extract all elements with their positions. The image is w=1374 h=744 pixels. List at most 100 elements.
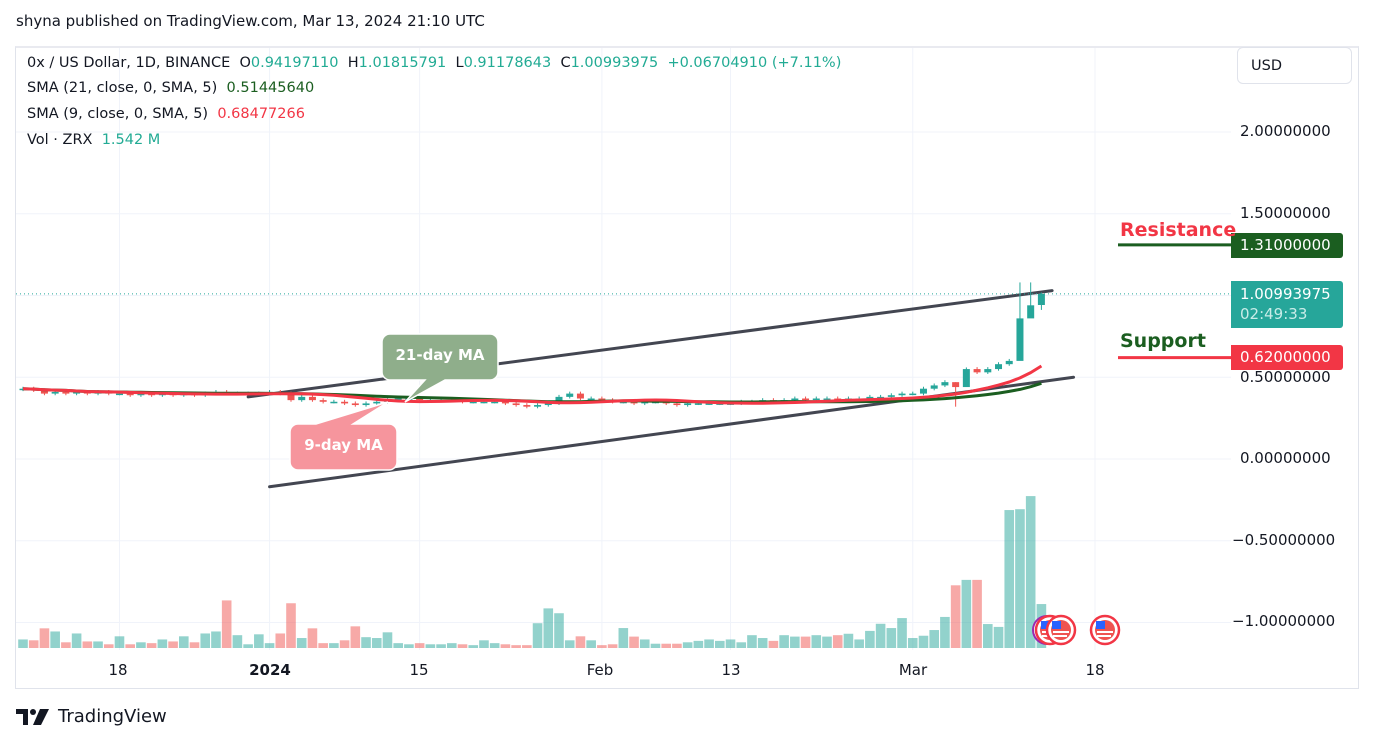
volume-bar xyxy=(103,644,114,648)
event-flags xyxy=(1032,614,1121,646)
candle-body xyxy=(962,369,970,388)
candle-body xyxy=(373,401,381,404)
x-tick-label: 13 xyxy=(721,661,741,679)
volume-bar xyxy=(404,644,414,648)
y-tick-label: 0.50000000 xyxy=(1240,368,1331,386)
volume-bar xyxy=(629,636,639,648)
volume-bar xyxy=(950,585,961,648)
candle-body xyxy=(416,398,424,401)
tradingview-footer[interactable]: TradingView xyxy=(16,706,167,727)
legend-volume[interactable]: Vol · ZRX 1.542 M xyxy=(27,132,160,148)
candle-body xyxy=(341,401,349,404)
candle-body xyxy=(973,369,981,373)
candle-body xyxy=(1027,305,1035,319)
tradingview-logo-icon xyxy=(16,708,49,725)
candle-body xyxy=(919,388,927,394)
candle-body xyxy=(566,393,574,397)
volume-bar xyxy=(146,643,157,648)
x-tick-label: 2024 xyxy=(249,661,291,679)
candle-body xyxy=(812,398,820,401)
legend-high: 1.01815791 xyxy=(358,55,447,71)
candle-body xyxy=(115,393,123,396)
volume-bar xyxy=(264,643,275,648)
candle-body xyxy=(1005,360,1013,365)
volume-bar xyxy=(940,616,950,648)
legend-change: +0.06704910 (+7.11%) xyxy=(667,55,842,71)
volume-bar xyxy=(779,635,789,648)
candle-body xyxy=(394,398,402,401)
volume-bar xyxy=(618,628,629,648)
candle-body xyxy=(909,393,917,396)
candle-body xyxy=(952,382,960,388)
x-tick-label: Mar xyxy=(898,661,928,679)
candle-body xyxy=(40,390,48,394)
y-tick-label: 1.50000000 xyxy=(1240,204,1331,222)
volume-bar xyxy=(1015,509,1025,648)
candle-body xyxy=(941,382,949,386)
volume-bar xyxy=(350,626,361,648)
candle-body xyxy=(73,391,81,394)
volume-bar xyxy=(929,630,939,648)
legend-sma21[interactable]: SMA (21, close, 0, SMA, 5) 0.51445640 xyxy=(27,80,314,96)
candle-body xyxy=(469,401,477,404)
volume-bar xyxy=(790,636,800,648)
volume-bar xyxy=(243,644,253,648)
footer-brand: TradingView xyxy=(58,706,167,727)
candle-body xyxy=(51,391,59,394)
candle-body xyxy=(898,393,906,396)
volume-bar xyxy=(961,579,972,648)
volume-bar xyxy=(425,644,436,648)
candle-body xyxy=(319,400,327,402)
support-price-label: 0.62000000 xyxy=(1231,345,1343,370)
volume-bar xyxy=(114,636,125,648)
sma21-value: 0.51445640 xyxy=(226,80,315,96)
candle-body xyxy=(126,393,134,396)
volume-bar xyxy=(189,642,200,648)
volume-bar xyxy=(886,628,897,648)
candle-body xyxy=(512,403,520,406)
legend-open: 0.94197110 xyxy=(250,55,339,71)
volume-bar xyxy=(875,623,886,648)
sma21-label: SMA (21, close, 0, SMA, 5) xyxy=(27,80,218,96)
volume-bar xyxy=(136,642,146,648)
candle-body xyxy=(641,401,649,404)
volume-bar xyxy=(725,639,736,648)
volume-bar xyxy=(382,632,393,648)
volume-bar xyxy=(522,645,532,648)
legend-c-label: C xyxy=(560,55,571,71)
volume-bar xyxy=(672,643,682,648)
candle-body xyxy=(534,405,542,407)
volume-bar xyxy=(157,639,168,648)
candle-body xyxy=(480,401,488,404)
volume-bar xyxy=(639,639,650,648)
volume-bar xyxy=(254,634,264,648)
callout-21-day-ma-shape xyxy=(381,333,499,403)
candle-body xyxy=(491,401,499,404)
volume-bar xyxy=(554,613,564,648)
volume-bar xyxy=(28,640,39,648)
volume-bar xyxy=(693,640,704,648)
volume-bar xyxy=(747,635,757,648)
volume-bar xyxy=(318,643,328,648)
legend-low: 0.91178643 xyxy=(463,55,552,71)
currency-button[interactable]: USD xyxy=(1237,47,1352,84)
legend-sma9[interactable]: SMA (9, close, 0, SMA, 5) 0.68477266 xyxy=(27,106,305,122)
x-tick-label: 18 xyxy=(1085,661,1105,679)
volume-bar xyxy=(18,639,28,648)
volume-bar xyxy=(597,645,607,648)
candle-body xyxy=(287,393,295,401)
candle-body xyxy=(351,403,359,406)
candle-body xyxy=(1016,318,1024,361)
volume-bar xyxy=(543,608,554,648)
volume-bar xyxy=(650,643,661,648)
volume-bar xyxy=(1004,510,1015,648)
volume-bar xyxy=(82,641,93,648)
volume-bar xyxy=(71,633,82,648)
volume-bar xyxy=(125,644,135,648)
candle-body xyxy=(887,395,895,397)
candle-body xyxy=(362,403,370,406)
candle-body xyxy=(791,398,799,401)
volume-value: 1.542 M xyxy=(101,132,161,148)
volume-bar xyxy=(457,644,468,648)
